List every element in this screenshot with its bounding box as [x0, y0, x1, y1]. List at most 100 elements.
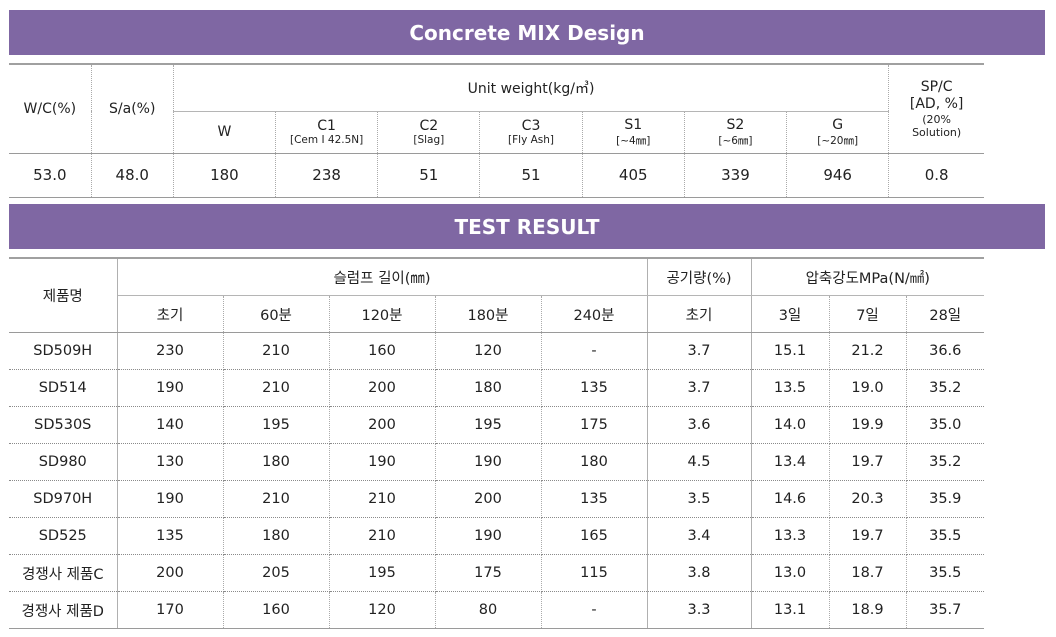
table-cell: 200: [329, 369, 436, 407]
spc-header-line1: SP/C: [920, 78, 953, 95]
table-cell: 35.2: [906, 443, 985, 481]
table-cell: 135: [117, 517, 224, 555]
table-cell: 170: [117, 591, 224, 629]
table-cell: 135: [541, 369, 648, 407]
col-header-c2: C2 [Slag]: [377, 111, 481, 154]
table-cell: 135: [541, 480, 648, 518]
table-cell: 200: [435, 480, 542, 518]
table-cell: 195: [329, 554, 436, 592]
sa-header: S/a(%): [91, 64, 174, 154]
slump-col-header-1: 60분: [223, 295, 330, 333]
table-cell: 4.5: [647, 443, 752, 481]
mix-design-table: W/C(%) S/a(%) Unit weight(kg/㎥) SP/C [AD…: [9, 63, 984, 198]
table-cell: 35.7: [906, 591, 985, 629]
col-header-c3: C3 [Fly Ash]: [479, 111, 583, 154]
value-g: 946: [786, 153, 890, 198]
table-cell: 205: [223, 554, 330, 592]
product-name: SD525: [9, 517, 118, 555]
slump-col-header-3: 180분: [435, 295, 542, 333]
table-cell: 13.5: [751, 369, 830, 407]
table-cell: 200: [329, 406, 436, 444]
value-c1: 238: [275, 153, 379, 198]
table-cell: 3.8: [647, 554, 752, 592]
table-cell: 120: [329, 591, 436, 629]
table-cell: 190: [435, 443, 542, 481]
value-spc: 0.8: [888, 153, 984, 198]
table-row: 경쟁사 제품C 200 205 195 175 115 3.8 13.0 18.7 35.5: [9, 554, 985, 592]
table-cell: 175: [541, 406, 648, 444]
col-header-w: W: [173, 111, 277, 154]
table-cell: 3.3: [647, 591, 752, 629]
table-cell: 35.5: [906, 517, 985, 555]
table-cell: 3.4: [647, 517, 752, 555]
test-result-title-banner: TEST RESULT: [9, 204, 1045, 249]
col-header-c1: C1 [Cem Ⅰ 42.5N]: [275, 111, 379, 154]
table-cell: 3.6: [647, 406, 752, 444]
table-cell: 115: [541, 554, 648, 592]
slump-col-header-0: 초기: [117, 295, 224, 333]
table-cell: 35.0: [906, 406, 985, 444]
table-row: SD525 135 180 210 190 165 3.4 13.3 19.7 35.5: [9, 517, 985, 555]
table-cell: 13.1: [751, 591, 830, 629]
table-cell: 140: [117, 406, 224, 444]
table-row: 경쟁사 제품D 170 160 120 80-3.3 13.1 18.9 35.7: [9, 591, 985, 629]
table-cell: 230: [117, 332, 224, 370]
test-subheader-row: 초기 60분 120분 180분 240분 초기 3일 7일 28일: [9, 295, 985, 333]
table-cell: 175: [435, 554, 542, 592]
spc-header-line3: (20%: [922, 112, 952, 126]
product-name: 경쟁사 제품D: [9, 591, 118, 629]
test-result-table: 제품명 슬럼프 길이(㎜) 공기량(%) 압축강도MPa(N/㎟) 초기 60분 1…: [9, 257, 985, 629]
strength-col-header-2: 28일: [906, 295, 985, 333]
table-cell: 18.7: [829, 554, 907, 592]
table-cell: 210: [329, 480, 436, 518]
table-cell: 160: [223, 591, 330, 629]
spc-header: SP/C [AD, %] (20% Solution): [888, 64, 984, 154]
product-name: SD514: [9, 369, 118, 407]
table-cell: 180: [223, 517, 330, 555]
table-cell: 13.0: [751, 554, 830, 592]
table-cell: 35.5: [906, 554, 985, 592]
table-cell: 3.7: [647, 332, 752, 370]
table-cell: 180: [223, 443, 330, 481]
table-cell: 210: [329, 517, 436, 555]
strength-col-header-0: 3일: [751, 295, 830, 333]
table-row: SD530S 140 195 200 195 175 3.6 14.0 19.9 35.0: [9, 406, 985, 444]
col-header-s1: S1 [~4㎜]: [582, 111, 685, 154]
table-cell: 18.9: [829, 591, 907, 629]
table-cell: 160: [329, 332, 436, 370]
table-cell: 15.1: [751, 332, 830, 370]
table-cell: 190: [435, 517, 542, 555]
slump-col-header-2: 120분: [329, 295, 436, 333]
table-cell: 165: [541, 517, 648, 555]
table-cell: 19.7: [829, 517, 907, 555]
table-cell: 19.7: [829, 443, 907, 481]
table-cell: 13.3: [751, 517, 830, 555]
product-name: SD980: [9, 443, 118, 481]
table-cell: 210: [223, 332, 330, 370]
col-header-g: G [~20㎜]: [786, 111, 890, 154]
table-cell: 13.4: [751, 443, 830, 481]
product-name: SD970H: [9, 480, 118, 518]
table-cell: 190: [117, 480, 224, 518]
wc-header: W/C(%): [9, 64, 92, 154]
value-w: 180: [173, 153, 277, 198]
col-header-s2: S2 [~6㎜]: [684, 111, 788, 154]
table-cell: 130: [117, 443, 224, 481]
table-cell: 3.5: [647, 480, 752, 518]
table-cell: 14.0: [751, 406, 830, 444]
unit-weight-header: Unit weight(kg/㎥): [173, 64, 890, 112]
test-body: SD509H 230 210 160 120-3.7 15.1 21.2 36.6 SD514 1…: [9, 332, 985, 629]
table-cell: 20.3: [829, 480, 907, 518]
table-row: SD980 130 180 190 190 180 4.5 13.4 19.7 35.2: [9, 443, 985, 481]
table-cell: 210: [223, 480, 330, 518]
table-cell: 35.9: [906, 480, 985, 518]
table-cell: 200: [117, 554, 224, 592]
table-row: SD514 190 210 200 180 135 3.7 13.5 19.0 35.2: [9, 369, 985, 407]
table-cell: 190: [117, 369, 224, 407]
mix-design-title-banner: Concrete MIX Design: [9, 10, 1045, 55]
table-cell: 195: [223, 406, 330, 444]
air-col-header-0: 초기: [647, 295, 752, 333]
compressive-strength-header: 압축강도MPa(N/㎟): [751, 258, 985, 296]
value-s1: 405: [582, 153, 685, 198]
value-s2: 339: [684, 153, 788, 198]
